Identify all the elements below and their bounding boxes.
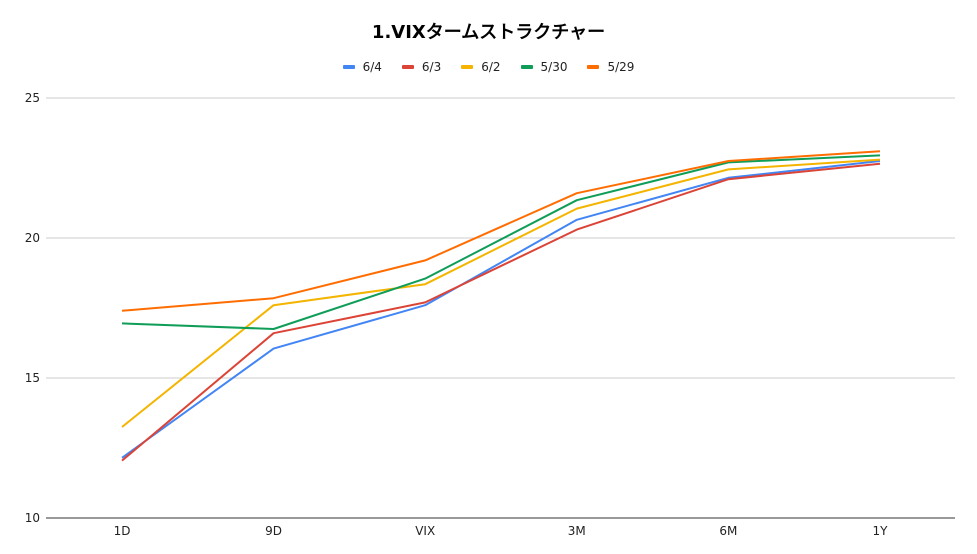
chart-title: 1.VIXタームストラクチャー	[371, 22, 606, 43]
legend-label: 6/2	[481, 60, 501, 74]
legend-label: 5/29	[607, 60, 635, 74]
legend-swatch	[461, 65, 474, 69]
legend-label: 6/4	[362, 60, 382, 74]
x-tick-label: 1Y	[873, 524, 889, 538]
x-tick-label: VIX	[415, 524, 435, 538]
legend-label: 5/30	[540, 60, 568, 74]
legend-item[interactable]: 6/3	[401, 60, 442, 74]
x-tick-label: 6M	[719, 524, 737, 538]
x-tick-label: 1D	[114, 524, 131, 538]
legend-item[interactable]: 6/4	[342, 60, 382, 74]
series-line	[121, 160, 881, 459]
legend-swatch	[520, 65, 533, 69]
legend: 6/4 6/3 6/2 5/30 5/29	[0, 60, 977, 74]
series-line	[121, 162, 881, 462]
series-line	[121, 150, 881, 312]
legend-label: 6/3	[421, 60, 442, 74]
legend-item[interactable]: 5/30	[520, 60, 568, 74]
legend-item[interactable]: 5/29	[587, 60, 634, 74]
legend-swatch	[401, 65, 414, 69]
legend-swatch	[342, 65, 355, 69]
x-tick-label: 9D	[265, 524, 282, 538]
y-tick-label: 10	[25, 511, 40, 525]
y-tick-label: 20	[25, 231, 40, 245]
legend-item[interactable]: 6/2	[461, 60, 501, 74]
y-tick-label: 25	[25, 91, 40, 105]
series-line	[121, 154, 881, 330]
legend-swatch	[587, 65, 600, 69]
y-tick-label: 15	[25, 371, 40, 385]
x-tick-label: 3M	[568, 524, 586, 538]
series-line	[121, 158, 881, 428]
